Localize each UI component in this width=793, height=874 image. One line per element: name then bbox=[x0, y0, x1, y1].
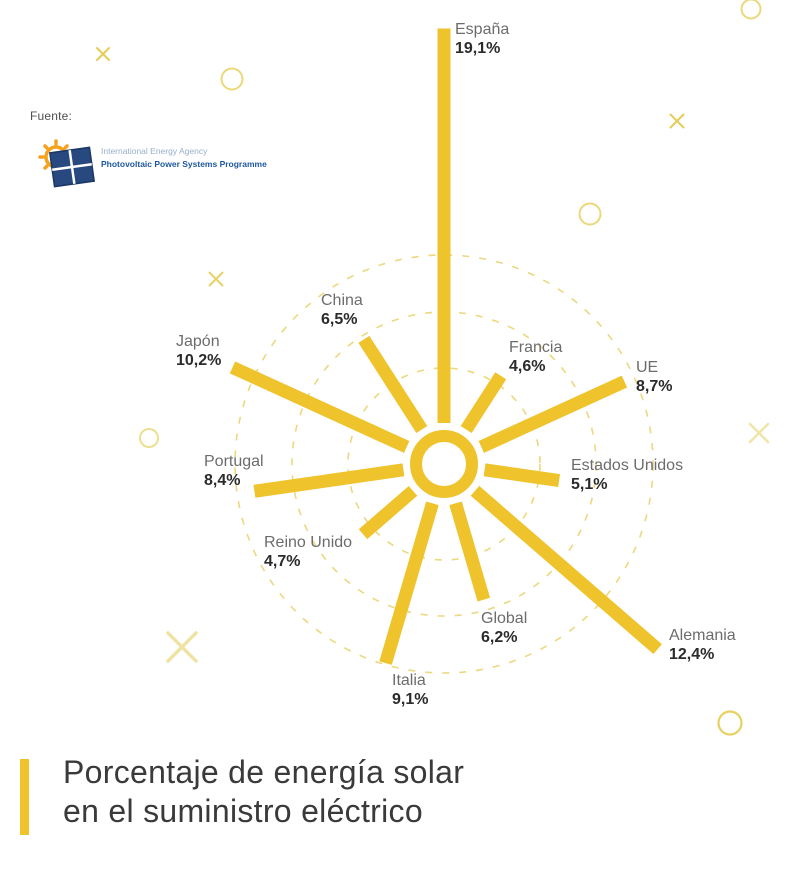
category-name: Reino Unido bbox=[264, 534, 353, 551]
chart-label-alemania: Alemania 12,4% bbox=[669, 626, 736, 664]
chart-label-francia: Francia 4,6% bbox=[509, 338, 562, 376]
chart-title-block: Porcentaje de energía solar en el sumini… bbox=[20, 753, 464, 835]
circle-icon bbox=[740, 0, 762, 20]
category-name: Italia bbox=[392, 672, 426, 689]
ray-estados-unidos bbox=[483, 463, 561, 487]
x-mark-icon bbox=[208, 271, 224, 287]
category-name: Alemania bbox=[669, 627, 736, 644]
category-name: Global bbox=[481, 610, 528, 627]
chart-label-portugal: Portugal 8,4% bbox=[204, 452, 264, 490]
category-value: 9,1% bbox=[392, 691, 429, 708]
ray-francia bbox=[460, 372, 507, 434]
iea-pvps-logo: International Energy Agency Photovoltaic… bbox=[38, 139, 267, 188]
chart-title-line1: Porcentaje de energía solar bbox=[63, 754, 465, 790]
category-value: 8,4% bbox=[204, 472, 241, 489]
x-mark-icon bbox=[166, 631, 198, 663]
circle-icon bbox=[717, 710, 743, 736]
ray-china bbox=[358, 335, 428, 434]
sun-center-ring bbox=[410, 430, 478, 498]
chart-label-ue: UE 8,7% bbox=[636, 358, 672, 396]
category-value: 8,7% bbox=[636, 378, 673, 395]
category-name: España bbox=[455, 21, 510, 38]
ray-global bbox=[449, 501, 491, 602]
decorative-marks bbox=[96, 0, 770, 736]
chart-label-reino-unido: Reino Unido 4,7% bbox=[264, 533, 352, 571]
ray-reino-unido bbox=[358, 485, 418, 540]
category-value: 5,1% bbox=[571, 476, 608, 493]
x-mark-icon bbox=[96, 47, 110, 61]
circle-icon bbox=[220, 67, 244, 91]
chart-label-china: China 6,5% bbox=[321, 291, 363, 329]
category-value: 6,5% bbox=[321, 311, 358, 328]
chart-rays bbox=[229, 28, 662, 665]
ray-japon bbox=[229, 361, 410, 453]
x-mark-icon bbox=[669, 113, 685, 129]
category-value: 4,6% bbox=[509, 358, 546, 375]
chart-label-japon: Japón 10,2% bbox=[176, 332, 221, 370]
ray-alemania bbox=[470, 485, 662, 655]
source-block: Fuente: International Energy Agency Phot… bbox=[30, 109, 267, 188]
chart-title: Porcentaje de energía solar en el sumini… bbox=[63, 753, 464, 831]
category-value: 10,2% bbox=[176, 352, 222, 369]
category-value: 4,7% bbox=[264, 553, 301, 570]
category-value: 6,2% bbox=[481, 629, 518, 646]
circle-icon bbox=[578, 202, 602, 226]
logo-line2: Photovoltaic Power Systems Programme bbox=[101, 159, 267, 169]
ray-portugal bbox=[253, 463, 405, 498]
circle-icon bbox=[139, 428, 159, 448]
solar-panel-icon bbox=[48, 146, 96, 188]
chart-label-espana: España 19,1% bbox=[455, 20, 509, 58]
category-name: UE bbox=[636, 359, 659, 376]
source-label: Fuente: bbox=[30, 109, 73, 123]
category-name: China bbox=[321, 292, 363, 309]
category-name: Japón bbox=[176, 333, 220, 350]
x-mark-icon bbox=[748, 422, 770, 444]
category-value: 19,1% bbox=[455, 40, 501, 57]
ray-italia bbox=[379, 501, 439, 665]
chart-label-global: Global 6,2% bbox=[481, 609, 527, 647]
category-name: Francia bbox=[509, 339, 563, 356]
grid-circle bbox=[234, 254, 654, 674]
category-name: Portugal bbox=[204, 453, 264, 470]
title-accent-bar bbox=[20, 759, 29, 835]
ray-ue bbox=[478, 375, 628, 453]
category-name: Estados Unidos bbox=[571, 457, 684, 474]
chart-label-estados-unidos: Estados Unidos 5,1% bbox=[571, 456, 683, 494]
grid-circle bbox=[347, 367, 541, 561]
chart-label-italia: Italia 9,1% bbox=[392, 671, 428, 709]
logo-line1: International Energy Agency bbox=[101, 146, 208, 156]
chart-title-line2: en el suministro eléctrico bbox=[63, 793, 423, 829]
category-value: 12,4% bbox=[669, 646, 715, 663]
